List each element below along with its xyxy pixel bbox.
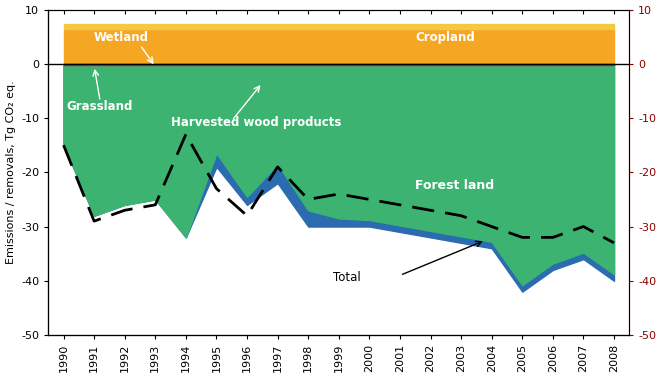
Y-axis label: Emissions / removals, Tg CO₂ eq.: Emissions / removals, Tg CO₂ eq.	[5, 81, 15, 264]
Text: Forest land: Forest land	[415, 178, 495, 192]
Text: Total: Total	[333, 271, 360, 284]
Text: Wetland: Wetland	[94, 31, 149, 44]
Text: Cropland: Cropland	[415, 31, 475, 44]
Text: Harvested wood products: Harvested wood products	[171, 116, 341, 129]
Text: Grassland: Grassland	[67, 100, 133, 113]
